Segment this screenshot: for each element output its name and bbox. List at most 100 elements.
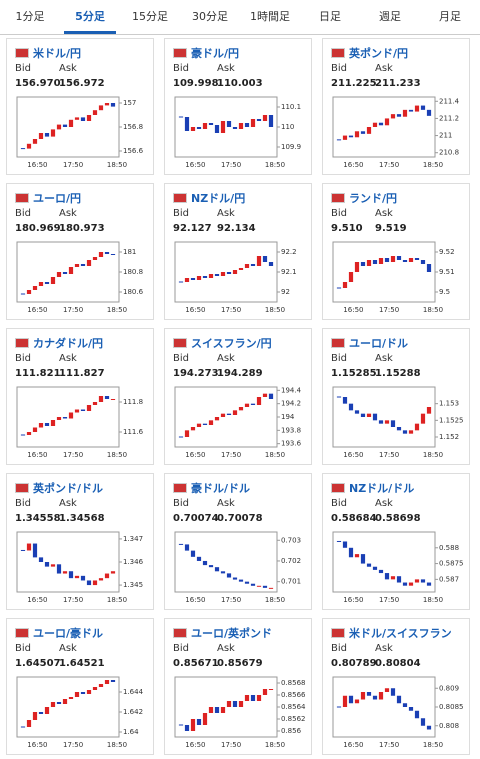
- y-tick-label: 92.2: [281, 248, 297, 256]
- rate-card[interactable]: 豪ドル/ドル Bid Ask 0.70074 0.70078 0.703 0.702 0.70…: [164, 473, 312, 610]
- bid-value: 180.969: [15, 223, 61, 234]
- y-tick-label: 0.703: [281, 536, 301, 544]
- rate-card[interactable]: 米ドル/円 Bid Ask 156.970 156.972 157 156.8 156.6 16…: [6, 38, 154, 175]
- rate-card[interactable]: 米ドル/スイスフラン Bid Ask 0.80789 0.80804 0.809 0.808…: [322, 618, 470, 755]
- x-tick-label: 17:50: [379, 451, 399, 459]
- tab[interactable]: 日足: [319, 10, 341, 23]
- candle: [220, 272, 226, 276]
- candle: [92, 402, 98, 405]
- pair-name[interactable]: 英ポンド/ドル: [33, 482, 104, 495]
- y-tick-label: 193.8: [281, 426, 301, 434]
- candle: [238, 701, 244, 707]
- bid-label: Bid: [173, 208, 189, 219]
- candle: [56, 702, 62, 704]
- pair-name[interactable]: ユーロ/ドル: [349, 337, 409, 350]
- candle: [420, 413, 426, 424]
- tab[interactable]: 週足: [379, 10, 401, 23]
- x-tick-label: 16:50: [185, 741, 205, 749]
- candle: [226, 573, 232, 578]
- rate-card[interactable]: 英ポンド/円 Bid Ask 211.225 211.233 211.4 211.2 211 2…: [322, 38, 470, 175]
- rate-card[interactable]: 英ポンド/ドル Bid Ask 1.34558 1.34568 1.347 1.346 1.3…: [6, 473, 154, 610]
- candle: [238, 123, 244, 129]
- rate-card[interactable]: ユーロ/英ポンド Bid Ask 0.85671 0.85679 0.8568 0.8566…: [164, 618, 312, 755]
- candle: [426, 407, 432, 414]
- plot-frame: [332, 676, 436, 738]
- rate-card[interactable]: 豪ドル/円 Bid Ask 109.998 110.003 110.1 110 109.9 16…: [164, 38, 312, 175]
- mini-chart: 1.644 1.642 1.64 16:50 17:50 18:50: [16, 676, 144, 749]
- candle: [360, 262, 366, 266]
- candle: [414, 423, 420, 431]
- candle: [92, 580, 98, 586]
- x-tick-label: 18:50: [423, 451, 443, 459]
- bid-value: 1.34558: [15, 513, 61, 524]
- y-tick-label: 0.8562: [281, 715, 306, 723]
- x-tick-label: 18:50: [265, 451, 285, 459]
- candle: [110, 571, 116, 574]
- candle: [196, 719, 202, 725]
- candle: [44, 707, 50, 714]
- x-tick-label: 18:50: [107, 306, 127, 314]
- candle: [208, 707, 214, 713]
- candle: [202, 276, 208, 278]
- plot-frame: [332, 531, 436, 593]
- x-tick-label: 16:50: [343, 306, 363, 314]
- rate-card[interactable]: ユーロ/円 Bid Ask 180.969 180.973 181 180.8 180.6 16…: [6, 183, 154, 320]
- candle: [250, 119, 256, 127]
- candle: [104, 680, 110, 684]
- tab[interactable]: 5分足: [64, 0, 116, 34]
- rate-card[interactable]: ユーロ/豪ドル Bid Ask 1.64507 1.64521 1.644 1.642 1.6…: [6, 618, 154, 755]
- rate-card[interactable]: ランド/円 Bid Ask 9.510 9.519 9.52 9.51 9.5 16:50 17:…: [322, 183, 470, 320]
- pair-name[interactable]: 豪ドル/円: [191, 47, 240, 60]
- tab[interactable]: 30分足: [192, 10, 228, 23]
- pair-name[interactable]: NZドル/円: [191, 192, 246, 205]
- ask-value: 1.34568: [59, 513, 105, 524]
- rate-card[interactable]: カナダドル/円 Bid Ask 111.821 111.827 111.8 111.6 16:…: [6, 328, 154, 465]
- y-tick-label: 0.809: [439, 684, 459, 692]
- pair-name[interactable]: ランド/円: [349, 192, 398, 205]
- tab[interactable]: 1分足: [15, 10, 45, 23]
- candle: [366, 127, 372, 134]
- tab[interactable]: 15分足: [132, 10, 168, 23]
- candle: [50, 420, 56, 426]
- pair-name[interactable]: ユーロ/英ポンド: [191, 627, 273, 640]
- candle: [256, 585, 262, 587]
- x-tick-label: 17:50: [379, 161, 399, 169]
- pair-name[interactable]: ユーロ/円: [33, 192, 82, 205]
- candle: [366, 260, 372, 266]
- candle: [384, 258, 390, 262]
- candle: [220, 413, 226, 417]
- flag-icon: [15, 628, 29, 638]
- candle: [354, 262, 360, 272]
- candle: [348, 403, 354, 411]
- candle: [238, 579, 244, 582]
- pair-name[interactable]: NZドル/ドル: [349, 482, 415, 495]
- candle: [44, 133, 50, 137]
- candle: [56, 272, 62, 277]
- bid-label: Bid: [331, 208, 347, 219]
- candle: [250, 583, 256, 586]
- bid-label: Bid: [173, 63, 189, 74]
- pair-name[interactable]: 米ドル/スイスフラン: [349, 627, 452, 640]
- tab[interactable]: 1時間足: [250, 10, 290, 23]
- candle: [232, 701, 238, 707]
- pair-name[interactable]: カナダドル/円: [33, 337, 104, 350]
- candle: [110, 103, 116, 107]
- pair-name[interactable]: 英ポンド/円: [349, 47, 409, 60]
- x-tick-label: 16:50: [27, 161, 47, 169]
- rate-card[interactable]: スイスフラン/円 Bid Ask 194.273 194.289 194.4 194.2 19…: [164, 328, 312, 465]
- rate-card[interactable]: NZドル/円 Bid Ask 92.127 92.134 92.2 92.1 92 16:50 1…: [164, 183, 312, 320]
- candle: [220, 121, 226, 133]
- pair-name[interactable]: 豪ドル/ドル: [191, 482, 251, 495]
- ask-value: 0.58698: [375, 513, 421, 524]
- y-tick-label: 1.346: [123, 558, 144, 566]
- candle: [104, 252, 110, 254]
- rate-card[interactable]: ユーロ/ドル Bid Ask 1.15285 1.15288 1.153 1.1525 1.1…: [322, 328, 470, 465]
- y-tick-label: 1.642: [123, 708, 143, 716]
- ask-value: 1.15288: [375, 368, 421, 379]
- tab[interactable]: 月足: [439, 10, 461, 23]
- pair-name[interactable]: ユーロ/豪ドル: [33, 627, 104, 640]
- rate-card[interactable]: NZドル/ドル Bid Ask 0.58684 0.58698 0.588 0.5875 0.…: [322, 473, 470, 610]
- candle: [244, 123, 250, 127]
- pair-name[interactable]: スイスフラン/円: [191, 337, 272, 350]
- pair-name[interactable]: 米ドル/円: [33, 47, 82, 60]
